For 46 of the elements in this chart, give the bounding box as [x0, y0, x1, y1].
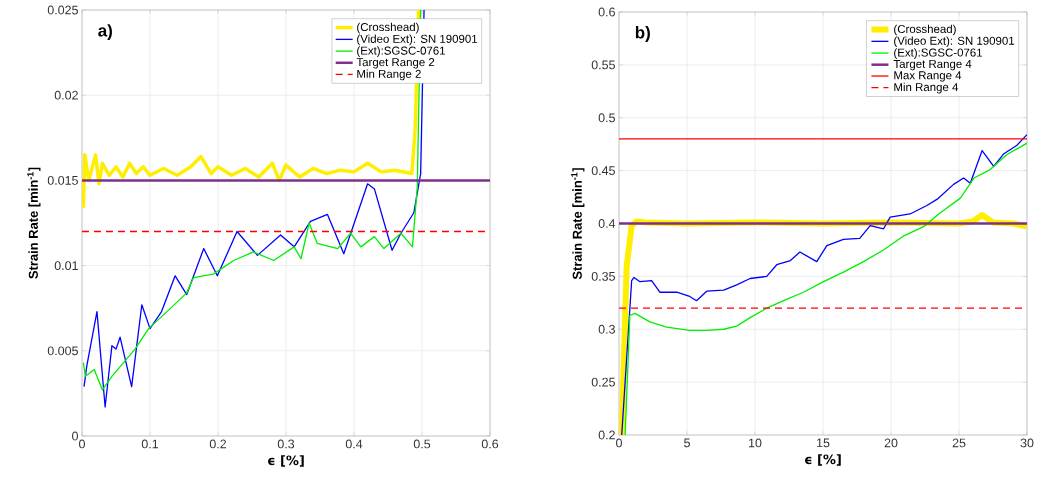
x-tick-label: 0	[79, 439, 85, 449]
y-tick-label: 0	[72, 431, 78, 441]
y-tick-label: 0.3	[598, 324, 615, 334]
legend-label: Min Range 2	[357, 69, 421, 81]
x-tick-label: 15	[817, 438, 830, 448]
y-tick-label: 0.45	[591, 166, 615, 176]
x-tick-label: 0.1	[141, 439, 159, 449]
y-tick-label: 0.2	[598, 430, 615, 440]
legend-label: Min Range 4	[894, 82, 959, 94]
legend-label: Target Range 2	[356, 58, 435, 69]
x-axis-title: ϵ [%]	[268, 455, 304, 467]
y-tick-label: 0.015	[47, 176, 78, 185]
text: b)	[635, 26, 650, 42]
y-tick-label: 0.5	[598, 113, 615, 123]
y-tick-label: 0.025	[47, 5, 78, 15]
legend-label: (Video Ext): SN 190901	[894, 36, 1015, 48]
x-tick-label: 0.6	[481, 439, 499, 449]
y-axis-title: Strain Rate [min$^{-1}$]	[27, 167, 41, 279]
x-tick-label: 20	[884, 438, 898, 448]
legend-label: Target Range 4	[893, 60, 972, 71]
legend-label: (Ext):SGSC-0761	[357, 46, 445, 57]
x-tick-label: 0.5	[413, 439, 431, 449]
x-tick-label: 0.4	[345, 439, 363, 449]
text: a)	[98, 24, 112, 40]
x-axis-title: ϵ [%]	[805, 454, 841, 466]
y-tick-label: 0.4	[598, 219, 616, 228]
y-tick-label: 0.25	[591, 377, 615, 387]
legend-label: (Crosshead)	[894, 24, 956, 36]
legend-label: Max Range 4	[894, 71, 962, 82]
x-tick-label: 0.2	[209, 439, 227, 449]
y-tick-label: 0.005	[47, 346, 78, 356]
x-tick-label: 0	[616, 438, 622, 448]
legend-label: (Video Ext): SN 190901	[357, 34, 478, 46]
y-tick-label: 0.02	[54, 90, 78, 100]
legend-label: (Ext):SGSC-0761	[894, 48, 983, 59]
x-tick-label: 25	[952, 438, 966, 448]
y-tick-label: 0.01	[54, 261, 78, 271]
legend-label: (Crosshead)	[357, 22, 419, 34]
x-tick-label: 30	[1020, 438, 1034, 448]
x-tick-label: 10	[749, 438, 762, 448]
y-tick-label: 0.35	[591, 271, 615, 281]
y-tick-label: 0.55	[591, 60, 615, 70]
y-tick-label: 0.6	[598, 7, 615, 17]
x-tick-label: 0.3	[277, 439, 295, 449]
y-axis-title: Strain Rate [min$^{-1}$]	[571, 168, 585, 280]
x-tick-label: 5	[684, 438, 690, 448]
